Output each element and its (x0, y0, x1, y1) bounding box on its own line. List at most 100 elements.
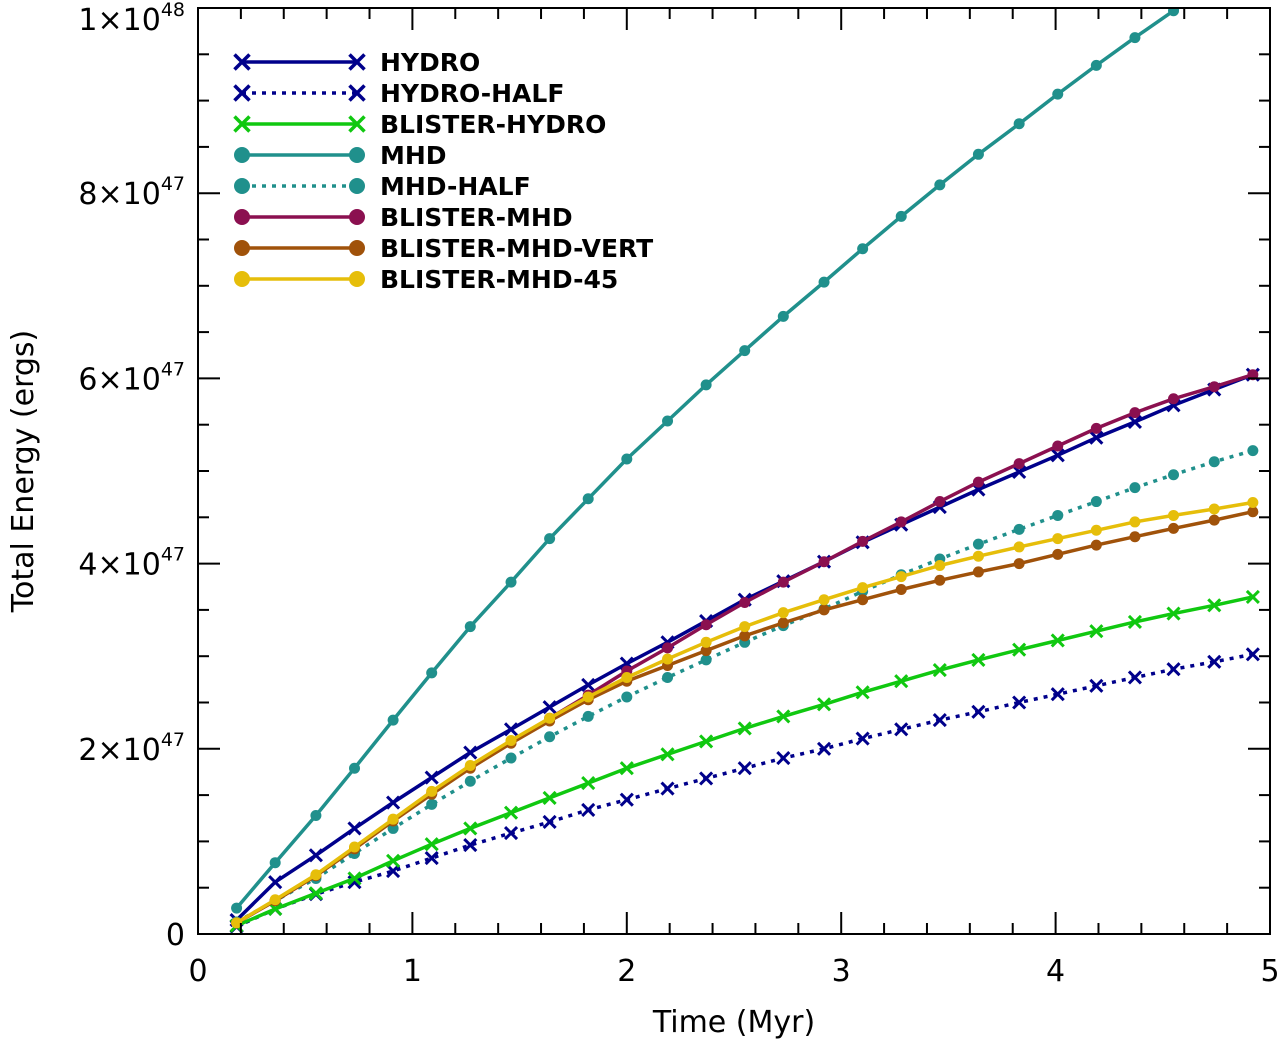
legend-item-blister-mhd-45: BLISTER-MHD-45 (234, 265, 618, 294)
x-marker (1050, 633, 1065, 648)
y-tick-exponent: 47 (161, 544, 185, 566)
dot-marker (1208, 456, 1220, 468)
x-tick-label: 2 (617, 954, 636, 989)
dot-marker (505, 734, 517, 746)
dot-marker (387, 813, 399, 825)
dot-marker (1208, 503, 1220, 515)
series-line-blister-mhd (235, 373, 1254, 925)
dot-marker (895, 571, 907, 583)
x-tick-label: 4 (1046, 954, 1065, 989)
legend-item-hydro: HYDRO (233, 48, 480, 77)
dot-marker (621, 691, 633, 703)
dot-marker (231, 902, 243, 914)
x-marker (348, 115, 366, 133)
y-tick-label: 1×1048 (78, 0, 185, 38)
x-marker (971, 704, 986, 719)
dot-marker (662, 415, 674, 427)
dot-marker (662, 671, 674, 683)
dot-marker (662, 642, 674, 654)
dot-marker (544, 533, 556, 545)
dot-marker (349, 762, 361, 774)
dot-marker (1013, 541, 1025, 553)
x-marker (816, 697, 832, 712)
dot-marker (895, 516, 907, 528)
x-marker (1127, 414, 1142, 429)
dot-marker (777, 310, 789, 322)
legend-label: MHD (380, 141, 447, 170)
dot-marker (310, 869, 322, 881)
legend-label: BLISTER-MHD (380, 203, 573, 232)
dot-marker (1168, 522, 1180, 534)
dot-marker (972, 566, 984, 578)
dot-marker (1090, 496, 1102, 508)
x-marker (1127, 670, 1142, 685)
dot-marker (349, 271, 365, 287)
dot-marker (349, 147, 365, 163)
legend-item-mhd: MHD (234, 141, 447, 170)
legend-item-blister-mhd: BLISTER-MHD (234, 203, 573, 232)
x-marker (581, 776, 596, 791)
x-marker (386, 795, 401, 810)
dot-marker (700, 379, 712, 391)
dot-marker (1168, 8, 1180, 17)
x-axis-title: Time (Myr) (652, 1005, 815, 1040)
x-marker (463, 745, 478, 760)
dot-marker (1090, 539, 1102, 551)
series-line-blister-mhd-45 (235, 500, 1254, 925)
x-marker (1089, 430, 1104, 445)
ticks-layer (197, 7, 1271, 935)
series-mhd (231, 8, 1181, 914)
x-marker (660, 747, 675, 762)
dot-marker (426, 798, 438, 810)
x-marker (386, 863, 401, 879)
dot-marker (1129, 516, 1141, 528)
dot-marker (739, 621, 751, 633)
y-tick-mantissa: 0 (166, 918, 185, 953)
dot-marker (972, 550, 984, 562)
series-layer (229, 8, 1260, 934)
dot-marker (505, 576, 517, 588)
dot-marker (818, 556, 830, 568)
x-marker (542, 790, 557, 805)
series-mhd-half (231, 445, 1259, 928)
dot-marker (505, 752, 517, 764)
dot-marker (934, 574, 946, 586)
x-marker (1207, 654, 1222, 669)
dot-marker (972, 148, 984, 160)
dot-marker (934, 179, 946, 191)
x-tick-label: 0 (188, 954, 207, 989)
dot-marker (426, 785, 438, 797)
x-marker (542, 814, 557, 830)
dot-marker (1208, 514, 1220, 526)
x-marker (1089, 678, 1104, 693)
dot-marker (1247, 506, 1259, 518)
dot-marker (700, 619, 712, 631)
dot-marker (1247, 496, 1259, 508)
legend-item-mhd-half: MHD-HALF (234, 172, 531, 201)
dot-marker (1129, 407, 1141, 419)
x-marker (932, 663, 947, 678)
dot-marker (621, 453, 633, 465)
x-marker (1050, 687, 1065, 702)
dot-marker (1013, 118, 1025, 130)
dot-marker (1052, 440, 1064, 452)
x-marker (424, 770, 439, 785)
dot-marker (1129, 531, 1141, 543)
x-marker (855, 731, 870, 746)
x-marker (855, 685, 870, 700)
dot-marker (1052, 509, 1064, 521)
dot-marker (582, 691, 594, 703)
dot-marker (818, 594, 830, 606)
dot-marker (387, 714, 399, 726)
x-marker (971, 652, 986, 667)
y-axis-title: Total Energy (ergs) (6, 330, 41, 614)
x-marker (424, 837, 439, 852)
x-marker (894, 722, 909, 737)
x-marker (348, 53, 366, 71)
y-tick-exponent: 47 (161, 358, 185, 380)
dot-marker (739, 596, 751, 608)
x-marker (1012, 464, 1027, 479)
dot-marker (234, 178, 250, 194)
x-marker (347, 871, 362, 886)
y-tick-mantissa: 2×10 (78, 733, 160, 768)
